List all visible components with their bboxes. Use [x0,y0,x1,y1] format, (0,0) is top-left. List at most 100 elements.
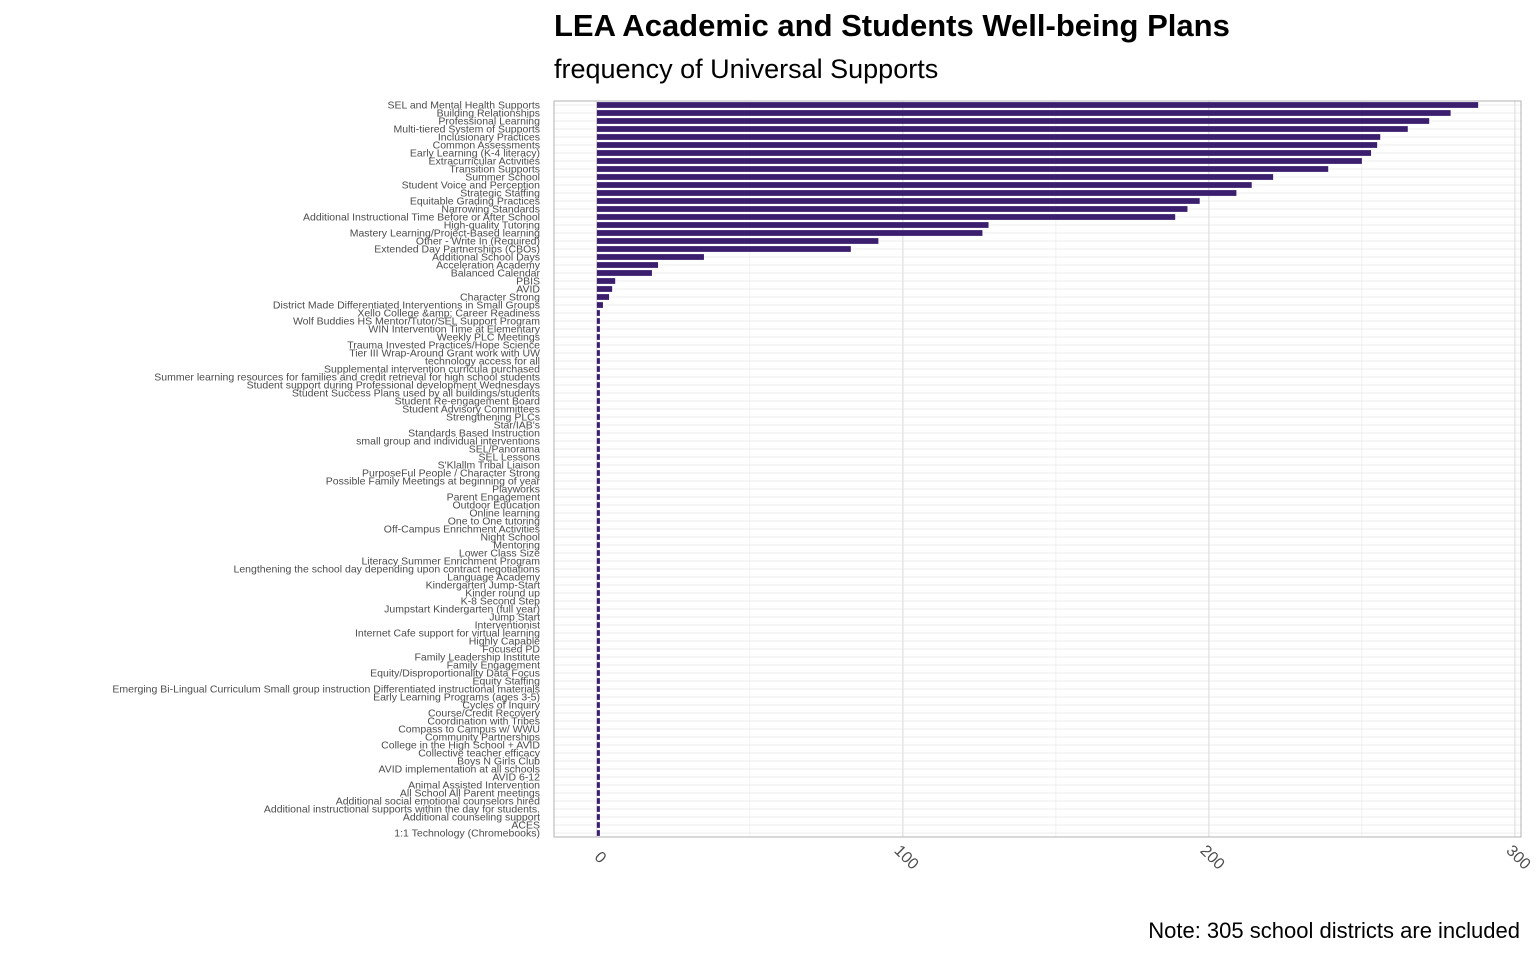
bar [596,310,600,316]
category-label: Community Partnerships [425,732,540,744]
category-label: 1:1 Technology (Chromebooks) [394,828,540,840]
category-label: AVID 6-12 [492,772,540,784]
category-label: Character Strong [460,292,540,304]
category-label: Jump Start [489,612,540,624]
bar [596,790,600,796]
category-label: Student Re-engagement Board [395,396,541,408]
bar [596,278,616,284]
x-tick-label: 300 [1503,842,1534,873]
bar [596,438,600,444]
category-label: District Made Differentiated Interventio… [273,300,540,312]
bar [596,206,1188,212]
bar [596,182,1252,188]
category-label: Mastery Learning/Project-Based learning [350,228,540,240]
bar [596,110,1451,116]
category-label: Parent Engagement [447,492,540,504]
category-label: PBIS [516,276,540,288]
category-label: Equity/Disproportionality Data Focus [370,668,540,680]
category-label: College in the High School + AVID [381,740,540,752]
category-label: Trauma Invested Practices/Hope Science [347,340,540,352]
category-label: Boys N Girls Club [457,756,540,768]
category-label: Possible Family Meetings at beginning of… [326,476,541,488]
chart-caption: Note: 305 school districts are included [1148,918,1520,943]
bar [596,366,600,372]
category-label: Course/Credit Recovery [428,708,541,720]
category-label: Emerging Bi-Lingual Curriculum Small gro… [112,684,540,696]
category-label: Additional Instructional Time Before or … [303,212,540,224]
category-label: Balanced Calendar [451,268,541,280]
bar [596,358,600,364]
category-label: Extended Day Partnerships (CBOs) [374,244,540,256]
bar [596,766,600,772]
bar [596,478,600,484]
bar [596,710,600,716]
category-label: AVID implementation at all schools [379,764,540,776]
bar [596,510,600,516]
category-label: small group and individual interventions [356,436,540,448]
category-label: Lengthening the school day depending upo… [234,564,541,576]
category-label: Early Learning (K-4 literacy) [410,148,540,160]
bar [596,678,600,684]
bar [596,102,1479,108]
bar [596,542,600,548]
category-label: Focused PD [482,644,540,656]
bar [596,782,600,788]
bar [596,142,1378,148]
bar [596,422,600,428]
category-label: Multi-tiered System of Supports [394,124,540,136]
bar [596,398,600,404]
category-label: Transition Supports [449,164,540,176]
bar [596,486,600,492]
category-label: Lower Class Size [459,548,540,560]
bar [596,446,600,452]
bar [596,294,610,300]
bar [596,214,1176,220]
bar [596,406,600,412]
category-label: Building Relationships [437,108,540,120]
category-label: Xello College &amp; Career Readiness [357,308,540,320]
bar [596,750,600,756]
category-label: technology access for all [425,356,540,368]
category-label: Highly Capable [469,636,540,648]
bar [596,222,989,228]
bar [596,606,600,612]
chart-title: LEA Academic and Students Well-being Pla… [554,8,1230,43]
category-label: Family Engagement [447,660,540,672]
bar [596,150,1372,156]
bar [596,414,600,420]
category-label: Extracurricular Activities [429,156,540,168]
bar [596,798,600,804]
category-label: Star/IAB's [494,420,540,432]
bar [596,286,613,292]
category-label: K-8 Second Step [461,596,541,608]
category-label: ACES [511,820,540,832]
bar [596,174,1274,180]
category-label: Playworks [492,484,540,496]
category-label: Other - Write In (Required) [416,236,540,248]
bar [596,822,600,828]
category-label: PurposeFul People / Character Strong [362,468,540,480]
bar [596,742,600,748]
bar [596,614,600,620]
bars [596,102,1479,836]
category-label: Cycles of Inquiry [462,700,540,712]
category-label: Standards Based Instruction [408,428,540,440]
category-label: High-quality Tutoring [444,220,540,232]
category-label: Tier III Wrap-Around Grant work with UW [349,348,540,360]
category-label: Acceleration Academy [436,260,541,272]
plot-panel-border [553,100,1522,838]
bar [596,654,600,660]
bar [596,702,600,708]
bar [596,590,600,596]
bar [596,430,600,436]
bar [596,518,600,524]
category-label: One to One tutoring [448,516,540,528]
category-label: Additional social emotional counselors h… [336,796,540,808]
bar [596,454,600,460]
bar [596,758,600,764]
chart-subtitle: frequency of Universal Supports [554,54,939,84]
bar [596,334,600,340]
category-label: Inclusionary Practices [438,132,540,144]
category-label: Narrowing Standards [441,204,540,216]
bar [596,254,704,260]
